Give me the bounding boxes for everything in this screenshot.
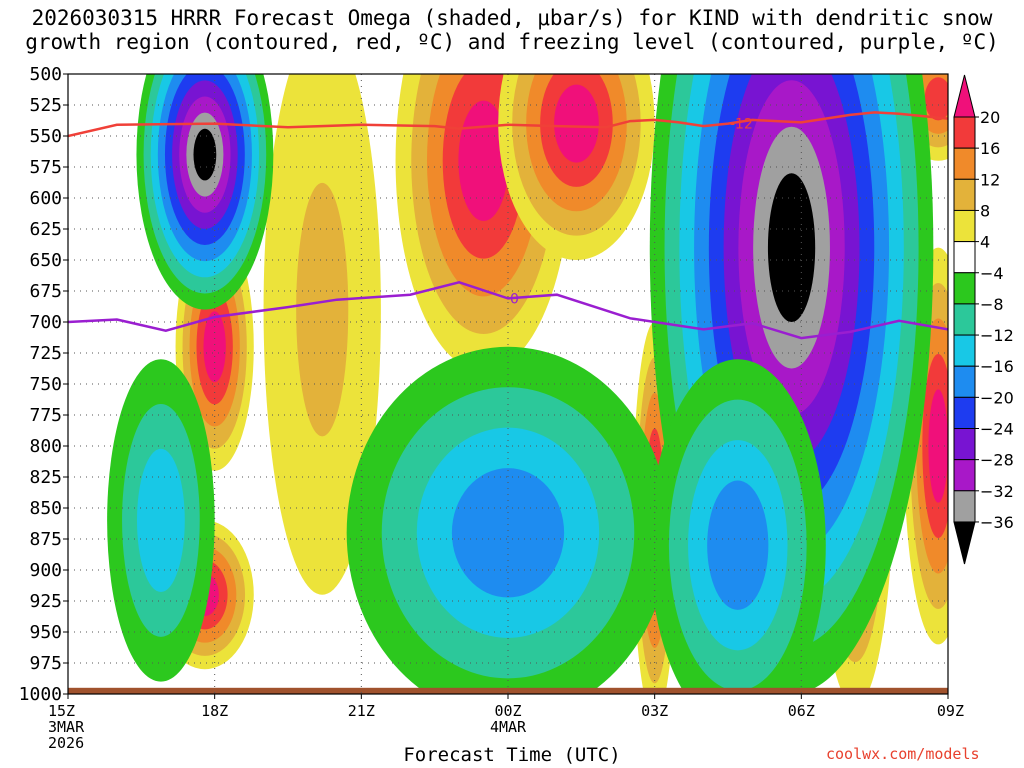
y-tick-label-925: 925 — [29, 591, 62, 612]
temperature-contours: -12 0 — [68, 111, 948, 340]
y-tick-label-525: 525 — [29, 95, 62, 116]
descent-06z-layer-8 — [767, 173, 816, 322]
colorbar-swatch-13 — [953, 490, 976, 523]
y-tick-label-775: 775 — [29, 405, 62, 426]
x-tick-label-15-0: 06Z — [788, 702, 815, 720]
y-tick-label-675: 675 — [29, 281, 62, 302]
colorbar-swatch-4 — [953, 209, 976, 243]
y-tick-label-600: 600 — [29, 188, 62, 209]
colorbar-label-1: 16 — [980, 139, 1000, 158]
colorbar-label-13: −36 — [980, 513, 1014, 532]
colorbar-swatch-10 — [953, 396, 976, 430]
descent-00z-low-layer-3 — [451, 468, 565, 598]
colorbar-label-4: 4 — [980, 233, 990, 252]
contour-line-dendritic — [68, 111, 948, 138]
x-tick-label-0-0: 15Z — [48, 702, 75, 720]
colorbar-label-11: −28 — [980, 451, 1014, 470]
y-tick-label-725: 725 — [29, 343, 62, 364]
colorbar-label-2: 12 — [980, 170, 1000, 189]
colorbar-swatch-9 — [953, 365, 976, 398]
ascent-18z-mid-layer-4 — [203, 311, 226, 383]
x-axis-label: Forecast Time (UTC) — [403, 744, 621, 766]
y-tick-label-850: 850 — [29, 498, 62, 519]
x-tick-label-0-1: 3MAR — [48, 718, 85, 736]
ascent-2030z-layer-2 — [296, 182, 349, 437]
y-tick-label-950: 950 — [29, 622, 62, 643]
colorbar-swatch-12 — [953, 459, 976, 492]
credit-text: coolwx.com/models — [826, 745, 980, 763]
ascent-09z-top-layer-3 — [924, 77, 948, 121]
colorbar-swatch-8 — [953, 334, 976, 367]
x-tick-label-9-0: 00Z — [494, 702, 521, 720]
title-line-1: 2026030315 HRRR Forecast Omega (shaded, … — [31, 6, 993, 30]
y-tick-label-975: 975 — [29, 653, 62, 674]
contour-label-freezing-level: 0 — [510, 291, 519, 307]
colorbar-swatch-14 — [953, 521, 976, 565]
descent-1630z-layer-2 — [136, 448, 185, 593]
x-tick-label-3-0: 18Z — [201, 702, 228, 720]
descent-05z-low-layer-3 — [707, 480, 769, 610]
descent-18z-top-layer-8 — [193, 128, 217, 181]
x-tick-label-6-0: 21Z — [348, 702, 375, 720]
y-tick-label-550: 550 — [29, 126, 62, 147]
y-tick-label-575: 575 — [29, 157, 62, 178]
y-tick-label-750: 750 — [29, 374, 62, 395]
colorbar-label-9: −20 — [980, 388, 1014, 407]
y-tick-label-800: 800 — [29, 436, 62, 457]
y-tick-label-500: 500 — [29, 64, 62, 85]
colorbar: 20 16 12 8 4 −4 −8 −12 −16 −20 −24 −28 −32 −36 — [953, 74, 1014, 565]
contour-label-dendritic: -12 — [730, 117, 753, 133]
colorbar-swatch-2 — [953, 147, 976, 180]
colorbar-label-7: −12 — [980, 326, 1014, 345]
y-tick-label-900: 900 — [29, 560, 62, 581]
colorbar-label-3: 8 — [980, 201, 990, 220]
x-tick-label-0-2: 2026 — [48, 734, 84, 752]
chart-title: 2026030315 HRRR Forecast Omega (shaded, … — [0, 6, 1024, 54]
colorbar-label-12: −32 — [980, 482, 1014, 501]
colorbar-label-6: −8 — [980, 295, 1004, 314]
x-tick-label-12-0: 03Z — [641, 702, 668, 720]
x-tick-label-18-0: 09Z — [937, 702, 964, 720]
colorbar-swatch-6 — [953, 272, 976, 305]
x-tick-label-9-1: 4MAR — [490, 718, 527, 736]
y-tick-label-825: 825 — [29, 467, 62, 488]
ascent-01z-layer-4 — [554, 84, 599, 163]
colorbar-swatch-7 — [953, 303, 976, 336]
y-tick-label-650: 650 — [29, 250, 62, 271]
y-tick-label-1000: 1000 — [19, 684, 62, 705]
colorbar-label-10: −24 — [980, 420, 1014, 439]
colorbar-swatch-11 — [953, 428, 976, 461]
axes: 500 525 550 575 600 625 650 675 700 725 750 775 800 8… — [19, 64, 964, 752]
y-tick-label-625: 625 — [29, 219, 62, 240]
colorbar-label-8: −16 — [980, 357, 1014, 376]
colorbar-swatch-3 — [953, 178, 976, 211]
colorbar-swatch-0 — [953, 74, 976, 118]
contour-line-freezing-level — [68, 280, 948, 340]
colorbar-label-0: 20 — [980, 108, 1000, 127]
y-tick-label-875: 875 — [29, 529, 62, 550]
colorbar-swatch-5 — [953, 241, 976, 274]
title-line-2: growth region (contoured, red, ºC) and f… — [25, 30, 999, 54]
ground-strip — [68, 687, 948, 694]
omega-shading — [68, 74, 948, 694]
ascent-2330z-layer-4 — [458, 100, 509, 222]
colorbar-label-5: −4 — [980, 264, 1004, 283]
colorbar-swatch-1 — [953, 116, 976, 149]
y-tick-label-700: 700 — [29, 312, 62, 333]
